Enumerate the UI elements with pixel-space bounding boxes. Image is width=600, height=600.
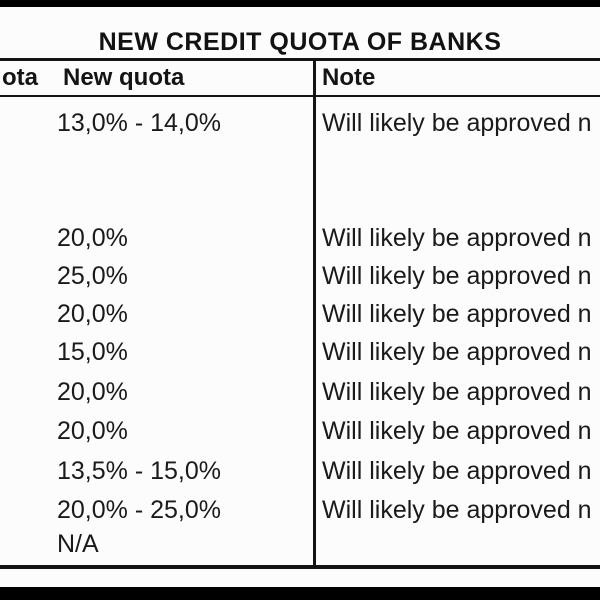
new-quota-cell: N/A (57, 530, 99, 558)
note-cell: Will likely be approved n (322, 109, 592, 137)
column-header-note: Note (322, 64, 376, 91)
new-quota-cell: 20,0% - 25,0% (57, 496, 221, 524)
table-top-border (0, 58, 600, 61)
table-column-divider (313, 58, 316, 569)
new-quota-cell: 13,5% - 15,0% (57, 457, 221, 485)
new-quota-cell: 20,0% (57, 300, 128, 328)
note-cell: Will likely be approved n (322, 224, 592, 252)
table-bottom-border (0, 565, 600, 569)
column-header-old-quota-partial: ota (2, 64, 38, 91)
letterbox-bar-top (0, 0, 600, 7)
new-quota-cell: 25,0% (57, 262, 128, 290)
letterbox-bar-bottom (0, 587, 600, 600)
note-cell: Will likely be approved n (322, 496, 592, 524)
new-quota-cell: 15,0% (57, 338, 128, 366)
note-cell: Will likely be approved n (322, 378, 592, 406)
note-cell: Will likely be approved n (322, 300, 592, 328)
note-cell: Will likely be approved n (322, 417, 592, 445)
new-quota-cell: 20,0% (57, 378, 128, 406)
table-header-divider (0, 95, 600, 97)
note-cell: Will likely be approved n (322, 457, 592, 485)
page-title: NEW CREDIT QUOTA OF BANKS (98, 28, 502, 56)
new-quota-cell: 20,0% (57, 417, 128, 445)
note-cell: Will likely be approved n (322, 262, 592, 290)
new-quota-cell: 20,0% (57, 224, 128, 252)
column-header-new-quota: New quota (63, 64, 185, 91)
note-cell: Will likely be approved n (322, 338, 592, 366)
new-quota-cell: 13,0% - 14,0% (57, 109, 221, 137)
